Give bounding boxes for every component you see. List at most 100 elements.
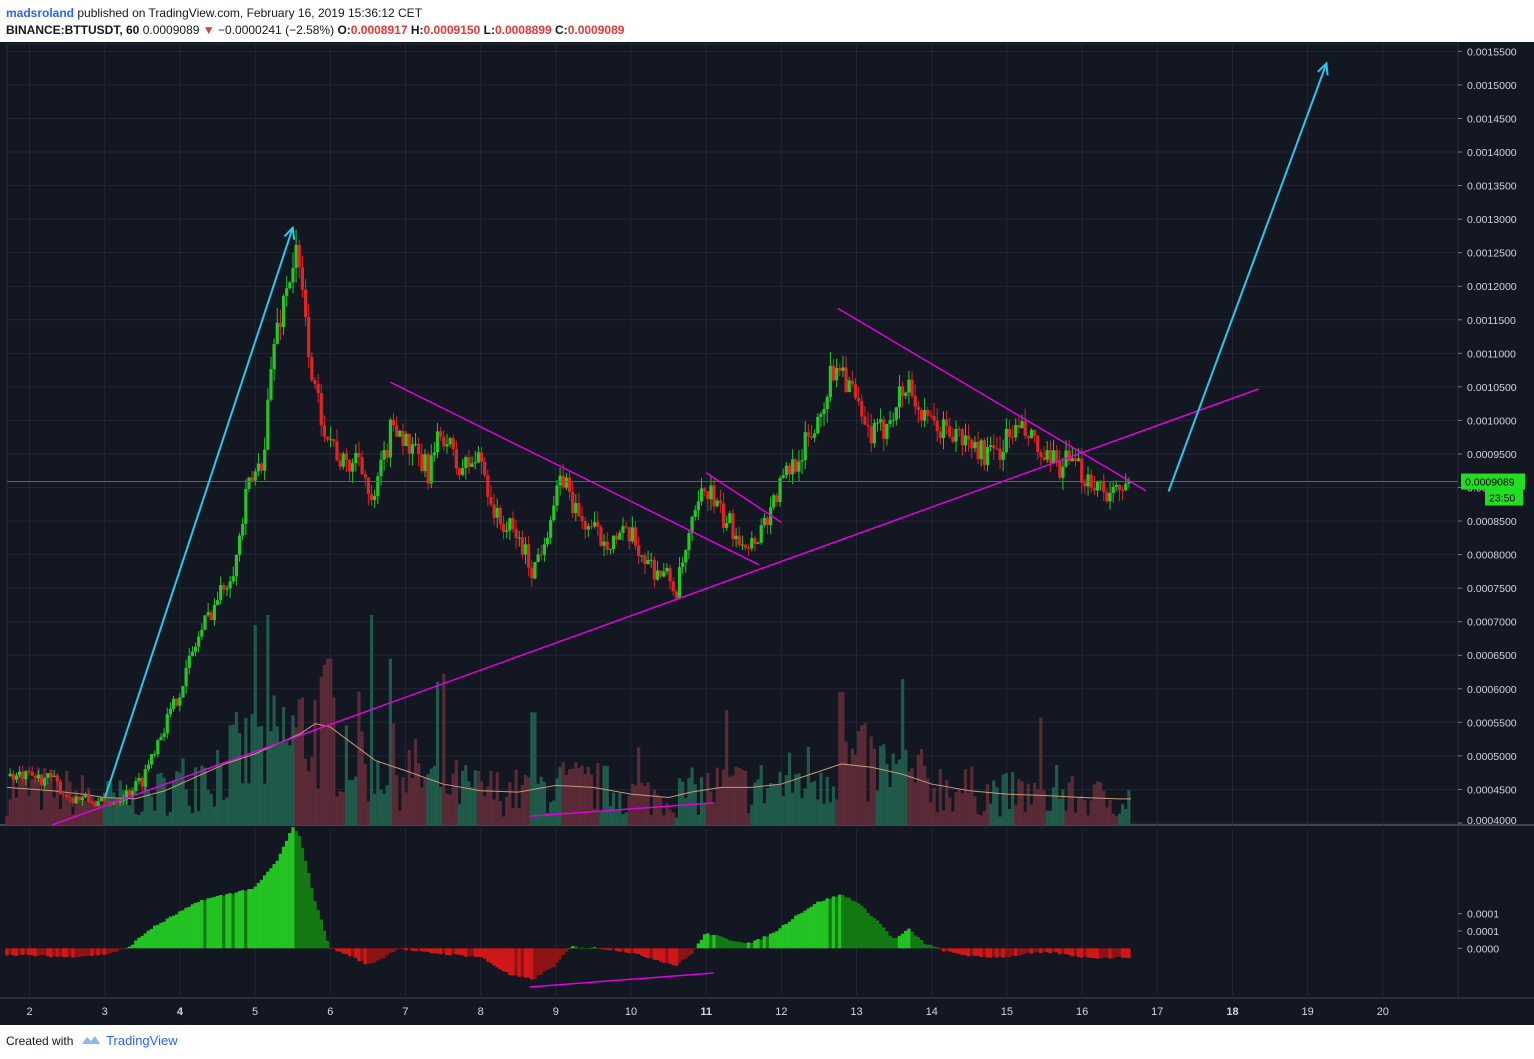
histogram-bar bbox=[929, 944, 933, 949]
oscillator-layer bbox=[5, 827, 1131, 988]
volume-bar bbox=[907, 771, 911, 825]
trendline bbox=[390, 381, 760, 566]
candle-body bbox=[948, 426, 952, 437]
volume-bar bbox=[77, 797, 81, 825]
price-axis[interactable]: 0.0015500 0.0015000 0.0014500 0.0014000 0.00… bbox=[1458, 46, 1517, 827]
volume-bar bbox=[841, 692, 845, 825]
volume-bar bbox=[8, 799, 12, 825]
volume-bar bbox=[929, 802, 933, 825]
histogram-bar bbox=[325, 940, 330, 949]
volume-bar bbox=[982, 811, 986, 825]
volume-bar bbox=[633, 785, 638, 825]
volume-bar bbox=[33, 779, 37, 825]
volume-bar bbox=[885, 764, 889, 825]
volume-bar bbox=[288, 745, 292, 825]
candle-body bbox=[445, 444, 449, 447]
histogram-bar bbox=[718, 936, 723, 949]
histogram-bar bbox=[828, 898, 833, 949]
volume-bar bbox=[643, 785, 647, 825]
candle-body bbox=[640, 555, 644, 557]
histogram-bar bbox=[869, 916, 873, 949]
author-name[interactable]: madsroland bbox=[6, 6, 75, 20]
volume-bar bbox=[310, 757, 314, 825]
candle-body bbox=[256, 463, 261, 472]
histogram-bar bbox=[388, 948, 393, 953]
candle-body bbox=[432, 452, 436, 456]
candle-body bbox=[897, 386, 902, 408]
candle-body bbox=[571, 492, 575, 514]
volume-bar bbox=[674, 817, 678, 825]
volume-bar bbox=[1045, 810, 1049, 825]
candle-body bbox=[325, 436, 330, 440]
candle-body bbox=[275, 322, 279, 344]
candle-body bbox=[511, 518, 515, 530]
candle-body bbox=[687, 533, 691, 551]
histogram-bar bbox=[385, 948, 389, 956]
candle-body bbox=[866, 424, 870, 427]
histogram-bar bbox=[643, 948, 647, 958]
volume-bar bbox=[533, 712, 537, 825]
candle-body bbox=[234, 554, 239, 577]
volume-bar bbox=[385, 785, 389, 825]
volume-bar bbox=[1121, 804, 1125, 825]
chart-area[interactable]: 0.0015500 0.0015000 0.0014500 0.0014000 0.00… bbox=[0, 42, 1534, 1025]
histogram-bar bbox=[225, 894, 229, 949]
histogram-bar bbox=[1095, 948, 1100, 959]
histogram-bar bbox=[93, 948, 97, 955]
candle-body bbox=[329, 439, 333, 441]
candle-body bbox=[759, 525, 763, 543]
volume-bar bbox=[423, 777, 427, 825]
candle-body bbox=[241, 523, 245, 536]
histogram-bar bbox=[687, 948, 691, 956]
candle-body bbox=[995, 448, 999, 450]
candle-body bbox=[203, 615, 207, 630]
candle-body bbox=[857, 397, 861, 402]
volume-bar bbox=[608, 806, 612, 825]
volume-bar bbox=[369, 614, 374, 825]
oscillator-axis[interactable]: 0.0001 0.0001 0.0000 bbox=[1458, 909, 1499, 956]
volume-bar bbox=[30, 778, 34, 825]
candle-body bbox=[791, 459, 795, 475]
histogram-bar bbox=[1070, 948, 1075, 957]
candle-body bbox=[957, 429, 961, 431]
candle-body bbox=[294, 244, 298, 269]
histogram-bar bbox=[482, 948, 487, 959]
arrow-head bbox=[1317, 61, 1329, 76]
candle-body bbox=[77, 796, 81, 801]
time-tick-label: 12 bbox=[775, 1006, 787, 1018]
volume-bar bbox=[555, 778, 559, 825]
histogram-bar bbox=[413, 948, 418, 951]
candle-body bbox=[266, 399, 270, 450]
candle-body bbox=[153, 753, 157, 755]
histogram-bar bbox=[165, 918, 169, 949]
histogram-bar bbox=[347, 948, 352, 957]
volume-bar bbox=[998, 816, 1002, 825]
volume-bar bbox=[938, 769, 942, 825]
candle-body bbox=[1039, 452, 1043, 458]
histogram-bar bbox=[504, 948, 509, 973]
volume-bar bbox=[794, 774, 798, 825]
histogram-bar bbox=[1029, 948, 1034, 954]
histogram-bar bbox=[888, 935, 892, 949]
histogram-bar bbox=[567, 947, 572, 949]
histogram-bar bbox=[624, 948, 628, 953]
volume-bar bbox=[432, 765, 436, 825]
candle-body bbox=[322, 425, 327, 437]
candle-body bbox=[96, 801, 100, 807]
chart-svg[interactable]: 0.0015500 0.0015000 0.0014500 0.0014000 0.00… bbox=[0, 42, 1534, 1025]
volume-bar bbox=[703, 803, 707, 825]
candle-body bbox=[127, 790, 132, 796]
candle-body bbox=[505, 530, 509, 533]
volume-bar bbox=[68, 781, 72, 825]
time-axis[interactable]: 2 3 4 5 6 7 8 9 10 11 12 13 14 15 16 17 18 19 20 bbox=[26, 1006, 1388, 1018]
volume-bar bbox=[266, 614, 270, 825]
histogram-bar bbox=[187, 906, 191, 949]
price-tag-value: 0.0009089 bbox=[1465, 477, 1515, 489]
time-tick-label: 16 bbox=[1076, 1006, 1088, 1018]
price-tick-label: 0.0004500 bbox=[1467, 784, 1517, 796]
tradingview-brand[interactable]: TradingView bbox=[106, 1033, 178, 1048]
volume-bar bbox=[1051, 787, 1056, 825]
volume-bar bbox=[420, 787, 424, 825]
histogram-bar bbox=[640, 948, 644, 956]
candle-body bbox=[731, 513, 735, 540]
